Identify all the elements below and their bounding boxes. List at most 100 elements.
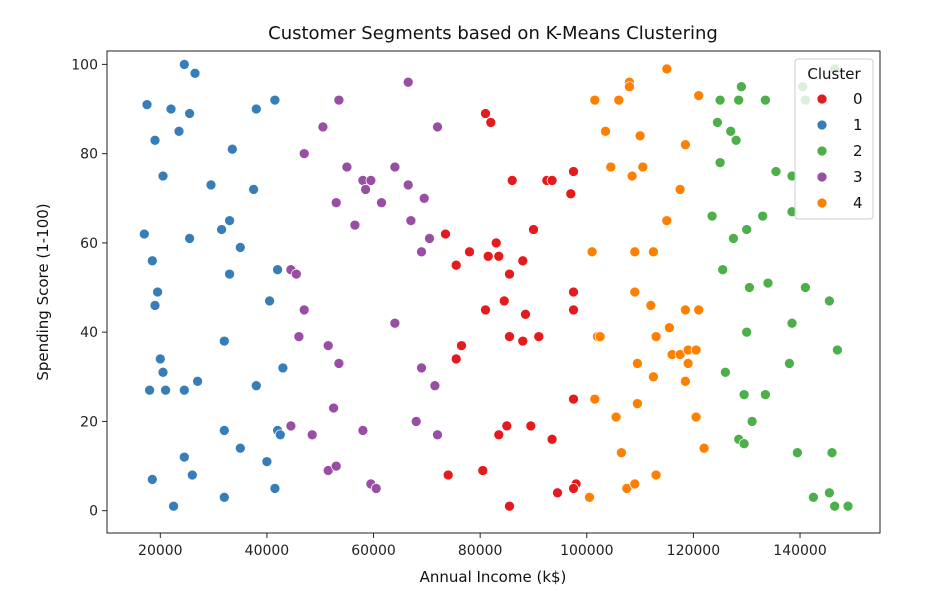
point-cluster-4-32 (680, 375, 691, 387)
legend-item-3: 3 (816, 168, 863, 186)
point-cluster-4-23 (594, 331, 606, 342)
point-cluster-1-33 (218, 425, 230, 436)
point-cluster-1-17 (224, 215, 235, 226)
point-cluster-0-28 (493, 429, 505, 441)
point-cluster-2-36 (824, 487, 835, 499)
point-cluster-2-5 (733, 94, 745, 106)
point-cluster-2-38 (842, 500, 854, 512)
point-cluster-0-27 (501, 420, 513, 432)
point-cluster-3-27 (328, 402, 339, 414)
point-cluster-1-14 (146, 255, 158, 267)
point-cluster-4-29 (632, 358, 643, 369)
point-cluster-4-3 (589, 94, 601, 106)
legend-label: 3 (853, 168, 863, 186)
x-tick-label: 140000 (773, 543, 826, 559)
point-cluster-4-40 (621, 483, 633, 494)
point-cluster-0-7 (440, 228, 451, 240)
point-cluster-2-21 (800, 282, 811, 293)
legend-label: 2 (853, 142, 863, 160)
point-cluster-1-15 (184, 233, 195, 244)
point-cluster-4-6 (600, 125, 611, 137)
point-cluster-1-22 (272, 264, 283, 276)
point-cluster-3-17 (416, 246, 427, 258)
point-cluster-3-36 (370, 483, 382, 494)
legend-label: 4 (853, 194, 863, 212)
point-cluster-4-39 (650, 469, 662, 481)
point-cluster-1-13 (138, 228, 150, 240)
point-cluster-4-18 (645, 300, 657, 311)
point-cluster-2-27 (720, 366, 731, 378)
point-cluster-1-8 (205, 179, 217, 191)
point-cluster-1-23 (264, 295, 275, 307)
point-cluster-0-31 (442, 469, 454, 481)
point-cluster-1-11 (269, 94, 281, 106)
y-tick-label: 40 (80, 325, 98, 341)
point-cluster-1-3 (173, 125, 185, 137)
x-tick-label: 120000 (667, 543, 720, 559)
point-cluster-3-6 (389, 161, 401, 173)
point-cluster-4-11 (637, 161, 649, 173)
point-cluster-0-10 (450, 259, 462, 271)
point-cluster-0-29 (525, 420, 537, 432)
point-cluster-3-21 (389, 317, 401, 329)
point-cluster-0-4 (546, 175, 558, 186)
point-cluster-4-28 (690, 344, 702, 356)
point-cluster-2-20 (762, 277, 774, 289)
point-cluster-1-38 (178, 451, 190, 463)
point-cluster-4-36 (690, 411, 702, 423)
point-cluster-2-14 (757, 210, 769, 222)
point-cluster-4-33 (589, 393, 601, 405)
point-cluster-3-0 (402, 76, 414, 88)
y-axis: 0 20 40 60 80 100 (71, 57, 107, 520)
point-cluster-2-22 (824, 295, 835, 307)
point-cluster-3-3 (432, 121, 443, 133)
point-cluster-0-22 (517, 335, 529, 347)
point-cluster-0-15 (504, 268, 515, 280)
point-cluster-3-25 (416, 362, 427, 374)
point-cluster-1-43 (168, 500, 179, 512)
point-cluster-2-33 (792, 447, 803, 459)
point-cluster-1-0 (141, 99, 153, 110)
point-cluster-0-34 (568, 483, 579, 494)
x-tick-label: 60000 (351, 543, 396, 559)
point-cluster-1-5 (184, 108, 195, 119)
point-cluster-4-37 (698, 442, 710, 454)
point-cluster-2-16 (741, 224, 753, 235)
point-cluster-1-41 (269, 483, 281, 494)
point-cluster-0-11 (482, 250, 494, 262)
point-cluster-1-34 (234, 442, 246, 454)
point-cluster-1-12 (248, 184, 259, 195)
legend-item-4: 4 (816, 194, 863, 212)
point-cluster-4-42 (584, 491, 595, 503)
y-tick-label: 20 (80, 414, 98, 430)
point-cluster-4-15 (629, 246, 641, 258)
point-cluster-0-14 (517, 255, 529, 267)
point-cluster-4-0 (661, 63, 673, 75)
point-cluster-3-31 (410, 416, 422, 427)
point-cluster-2-34 (826, 447, 838, 459)
point-cluster-3-12 (330, 197, 342, 209)
point-cluster-4-13 (661, 215, 673, 226)
point-cluster-4-24 (650, 331, 662, 342)
point-cluster-0-8 (528, 224, 539, 235)
point-cluster-0-19 (568, 304, 579, 316)
point-cluster-1-27 (144, 384, 155, 396)
point-cluster-4-41 (629, 478, 641, 490)
legend-item-2: 2 (816, 142, 863, 160)
point-cluster-3-1 (333, 94, 345, 106)
x-axis: 20000 40000 60000 80000 100000 120000 140000 (138, 533, 827, 559)
legend-marker (816, 171, 828, 183)
point-cluster-1-6 (189, 67, 201, 79)
point-cluster-0-32 (477, 465, 489, 476)
point-cluster-1-29 (178, 384, 190, 396)
series-4 (584, 63, 710, 503)
point-cluster-2-37 (829, 500, 841, 512)
point-cluster-2-8 (725, 125, 737, 137)
point-cluster-3-34 (330, 460, 342, 472)
point-cluster-0-30 (546, 433, 558, 445)
point-cluster-4-2 (624, 81, 635, 93)
point-cluster-1-1 (149, 134, 161, 146)
point-cluster-3-28 (285, 420, 297, 432)
point-cluster-1-4 (178, 59, 190, 70)
